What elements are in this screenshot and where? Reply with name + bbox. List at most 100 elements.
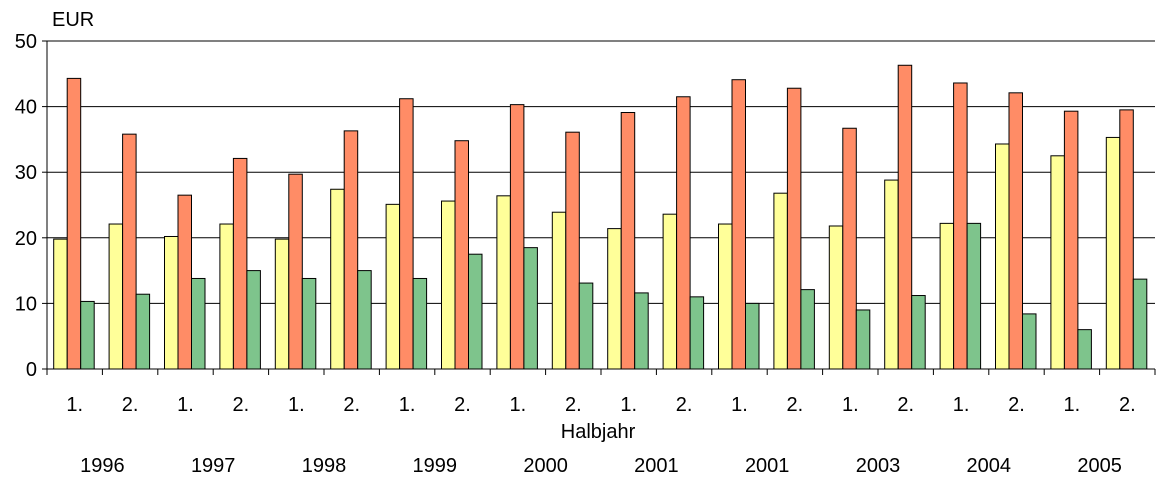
bar: [232, 157, 248, 370]
year-label: 2005: [1077, 455, 1122, 477]
year-label: 2000: [523, 455, 568, 477]
year-label: 1999: [413, 455, 458, 477]
bar: [634, 292, 649, 370]
bar: [135, 293, 151, 370]
bar: [939, 222, 955, 370]
x-tick-label: 2.: [233, 394, 250, 416]
bar: [676, 96, 691, 370]
x-tick-label: 2.: [1119, 394, 1136, 416]
bar: [330, 188, 345, 370]
bar: [718, 223, 733, 370]
bar: [842, 127, 857, 370]
x-tick-label: 2.: [676, 394, 693, 416]
x-tick-label: 1.: [731, 394, 748, 416]
x-tick-label: 1.: [177, 394, 194, 416]
x-tick-label: 2.: [454, 394, 471, 416]
bar: [80, 300, 95, 370]
bar: [773, 192, 788, 370]
bar: [578, 282, 594, 370]
y-tick-label: 30: [15, 162, 37, 184]
year-label: 2003: [856, 455, 901, 477]
bar: [1050, 155, 1065, 370]
bar: [800, 289, 815, 370]
y-tick-label: 0: [26, 359, 37, 381]
y-tick-label: 40: [15, 97, 37, 119]
bar: [357, 270, 372, 370]
bar: [385, 203, 401, 370]
bar: [53, 238, 68, 370]
bar: [219, 223, 234, 370]
bar: [301, 277, 317, 370]
bar: [1119, 109, 1134, 370]
year-label: 1997: [191, 455, 236, 477]
x-tick-label: 1.: [842, 394, 859, 416]
x-tick-label: 2.: [897, 394, 914, 416]
x-tick-label: 1.: [953, 394, 970, 416]
y-tick-label: 10: [15, 293, 37, 315]
bar: [496, 195, 511, 370]
y-tick-label: 20: [15, 228, 37, 250]
y-tick-labels: 0 10 20 30 40 50: [15, 31, 37, 381]
x-tick-label: 2.: [1008, 394, 1025, 416]
bar: [995, 143, 1010, 370]
bar: [953, 82, 968, 370]
bar: [607, 228, 622, 370]
bars: [53, 64, 1148, 370]
x-tick-label: 1.: [66, 394, 83, 416]
bar: [191, 277, 206, 370]
bar: [1077, 329, 1092, 370]
bar: [565, 131, 580, 370]
bar: [689, 296, 705, 370]
bar: [620, 112, 636, 370]
bar: [1063, 110, 1079, 370]
bar: [246, 270, 261, 370]
bar: [828, 225, 844, 370]
x-tick-label: 2.: [122, 394, 139, 416]
bar: [274, 238, 290, 370]
x-tick-label: 2.: [343, 394, 360, 416]
bar: [551, 211, 567, 370]
year-label: 1998: [302, 455, 347, 477]
bar: [786, 87, 802, 370]
bar: [855, 309, 871, 370]
bar: [399, 98, 414, 370]
bar: [1105, 136, 1121, 370]
bar: [468, 253, 483, 370]
x-tick-label: 2.: [565, 394, 582, 416]
y-tick-label: 50: [15, 31, 37, 53]
bar: [108, 223, 124, 370]
x-tick-label: 1.: [1064, 394, 1081, 416]
axes: [46, 41, 1156, 375]
bar: [412, 277, 428, 370]
x-axis-label: Halbjahr: [561, 421, 636, 443]
year-label: 1996: [80, 455, 125, 477]
bar: [1022, 313, 1037, 370]
year-label: 2001: [634, 455, 679, 477]
year-label: 2004: [967, 455, 1012, 477]
bar: [343, 130, 359, 370]
bar: [1008, 92, 1023, 370]
bar: [164, 235, 179, 370]
bar: [745, 302, 760, 370]
bar: [884, 179, 899, 370]
gridlines: [42, 40, 1155, 370]
x-tick-label: 1.: [288, 394, 305, 416]
x-tick-label: 2.: [787, 394, 804, 416]
bar: [1132, 278, 1148, 370]
y-axis-label: EUR: [52, 9, 94, 31]
bar: [966, 222, 982, 370]
x-tick-label: 1.: [510, 394, 527, 416]
bar: [122, 133, 137, 370]
bar: [897, 64, 913, 370]
x-tick-label: 1.: [399, 394, 416, 416]
bar: [288, 173, 303, 370]
year-label: 2001: [745, 455, 790, 477]
bar: [509, 104, 525, 370]
bar: [454, 140, 469, 370]
bar: [441, 200, 456, 370]
bar: [731, 79, 746, 370]
bar: [911, 295, 926, 370]
bar: [523, 247, 538, 370]
x-tick-label: 1.: [620, 394, 637, 416]
